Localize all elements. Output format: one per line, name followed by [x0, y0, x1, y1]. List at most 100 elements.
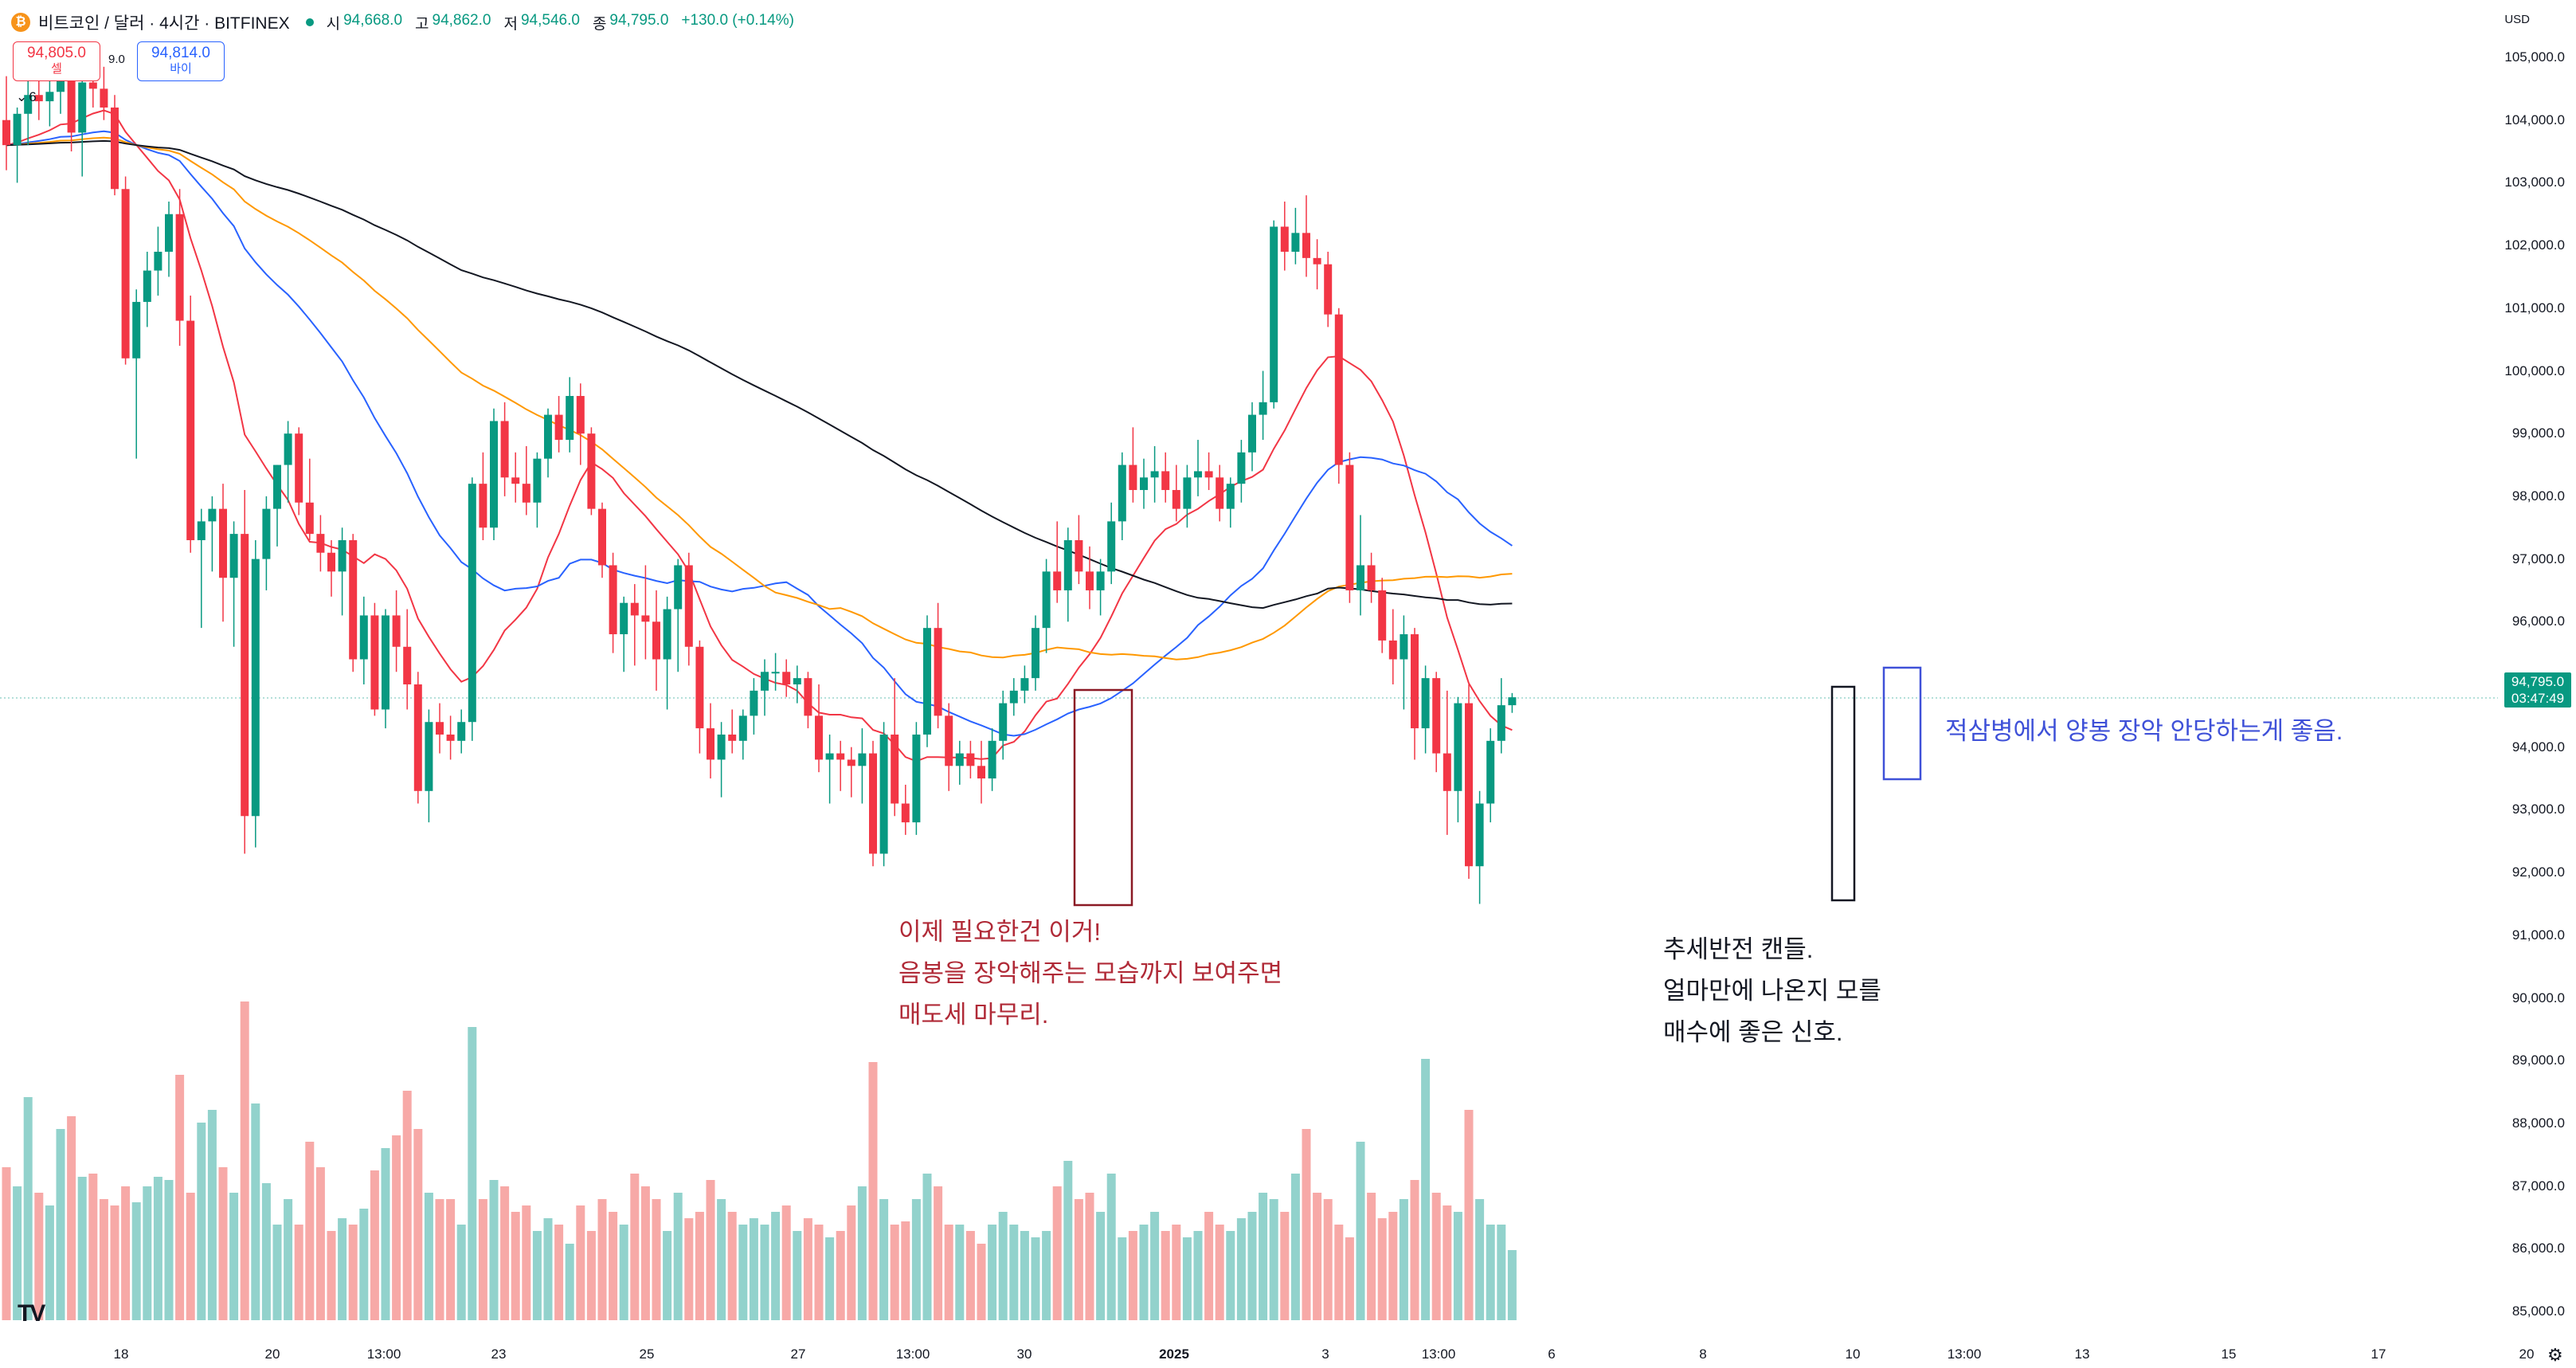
symbol-title[interactable]: 비트코인 / 달러 · 4시간 · BITFINEX [38, 14, 290, 33]
currency-label[interactable]: USD [2504, 13, 2530, 26]
indicator-toggle[interactable]: ⌄ 6 [16, 89, 37, 105]
tradingview-logo[interactable]: TV [18, 1300, 45, 1327]
volume-bar [284, 1199, 293, 1320]
candles [2, 63, 1517, 904]
volume-bar [338, 1218, 347, 1320]
candle-body [815, 715, 823, 760]
candle-body [57, 76, 65, 92]
volume-bar [934, 1186, 943, 1320]
volume-bar [500, 1186, 510, 1320]
candle-body [587, 433, 596, 509]
price-tick-label: 87,000.0 [2511, 1178, 2565, 1194]
volume-bar [1497, 1225, 1506, 1320]
volume-bar [803, 1218, 812, 1320]
black-annotation-box [1830, 685, 1856, 902]
candle-body [382, 615, 390, 710]
symbol-header[interactable]: ₿ 비트코인 / 달러 · 4시간 · BITFINEX 시 94,668.0 고… [11, 10, 794, 35]
gear-icon[interactable]: ⚙ [2547, 1345, 2563, 1365]
candle-body [446, 734, 455, 741]
volume-bar [315, 1167, 325, 1320]
candle-body [262, 508, 271, 559]
volume-bar [1139, 1225, 1149, 1320]
red-annotation-box [1073, 688, 1133, 907]
candle-body [1454, 703, 1462, 791]
candle-body [891, 734, 899, 804]
candle-body [165, 214, 173, 252]
candle-body [641, 615, 650, 622]
volume-bar [294, 1225, 303, 1320]
price-tick-label: 86,000.0 [2511, 1241, 2565, 1256]
volume-bar [663, 1231, 672, 1320]
candle-body [511, 477, 520, 484]
volume-bar [13, 1186, 22, 1320]
time-tick-label: 15 [2221, 1346, 2237, 1362]
blue-annotation-box [1882, 666, 1922, 781]
price-tick-label: 90,000.0 [2511, 990, 2565, 1005]
volume-bar [684, 1218, 694, 1320]
red-moving-average [6, 109, 1513, 762]
price-tick-label: 88,000.0 [2511, 1115, 2565, 1131]
volume-bar [478, 1199, 487, 1320]
volume-bar [251, 1103, 260, 1320]
candle-body [945, 715, 953, 766]
price-tick-label: 89,000.0 [2511, 1052, 2565, 1068]
price-tick-label: 102,000.0 [2504, 237, 2565, 253]
price-tick-label: 100,000.0 [2504, 363, 2565, 378]
volume-bar [424, 1193, 433, 1320]
red-annotation-line: 이제 필요한건 이거! [898, 918, 1101, 946]
volume-bar [1453, 1212, 1462, 1320]
blue-moving-average [6, 130, 1513, 737]
volume-bar [359, 1209, 369, 1320]
volume-bar [1269, 1199, 1278, 1320]
candle-body [533, 458, 542, 503]
volume-bar [489, 1180, 499, 1320]
volume-bar [56, 1129, 65, 1320]
candle-body [327, 552, 335, 572]
volume-bar [1475, 1199, 1485, 1320]
candle-body [771, 672, 780, 674]
candle-body [738, 715, 747, 741]
volume-bar [468, 1027, 477, 1320]
candle-body [403, 646, 412, 684]
volume-bar [868, 1062, 878, 1320]
volume-bar [67, 1116, 76, 1320]
candle-body [630, 602, 639, 616]
red-annotation-line: 매도세 마무리. [898, 1001, 1049, 1029]
candle-body [13, 113, 22, 146]
volume-bar [1236, 1218, 1246, 1320]
candle-body [2, 120, 10, 146]
volume-bar [922, 1174, 932, 1320]
volume-bar [1009, 1225, 1019, 1320]
volume-bar [207, 1110, 217, 1320]
volume-bar [1443, 1205, 1452, 1320]
time-tick-label: 20 [2519, 1346, 2535, 1362]
low-value: 94,546.0 [520, 11, 580, 29]
volume-bar [1106, 1174, 1116, 1320]
candle-body [349, 539, 358, 660]
candle-body [1443, 753, 1451, 791]
candle-body [208, 508, 217, 522]
candle-body [912, 734, 921, 823]
candle-body [652, 621, 660, 660]
volume-bar [77, 1177, 87, 1320]
volume-bar [793, 1231, 802, 1320]
candle-body [869, 753, 877, 854]
volume-bar [609, 1212, 618, 1320]
candle-body [793, 678, 801, 684]
spread-value: 9.0 [108, 53, 125, 66]
volume-bar [836, 1231, 845, 1320]
volume-bar [857, 1186, 867, 1320]
candle-body [1302, 233, 1310, 258]
volume-bar [565, 1244, 574, 1320]
buy-button[interactable]: 94,814.0 바이 [137, 41, 225, 81]
volume-bar [760, 1225, 769, 1320]
sell-button[interactable]: 94,805.0 셀 [13, 41, 100, 81]
volume-bar [456, 1225, 466, 1320]
volume-bar [522, 1205, 531, 1320]
candle-body [425, 722, 433, 791]
volume-bar [511, 1212, 520, 1320]
candle-body [1226, 484, 1235, 509]
candle-body [804, 678, 812, 716]
time-tick-label: 30 [1016, 1346, 1032, 1362]
